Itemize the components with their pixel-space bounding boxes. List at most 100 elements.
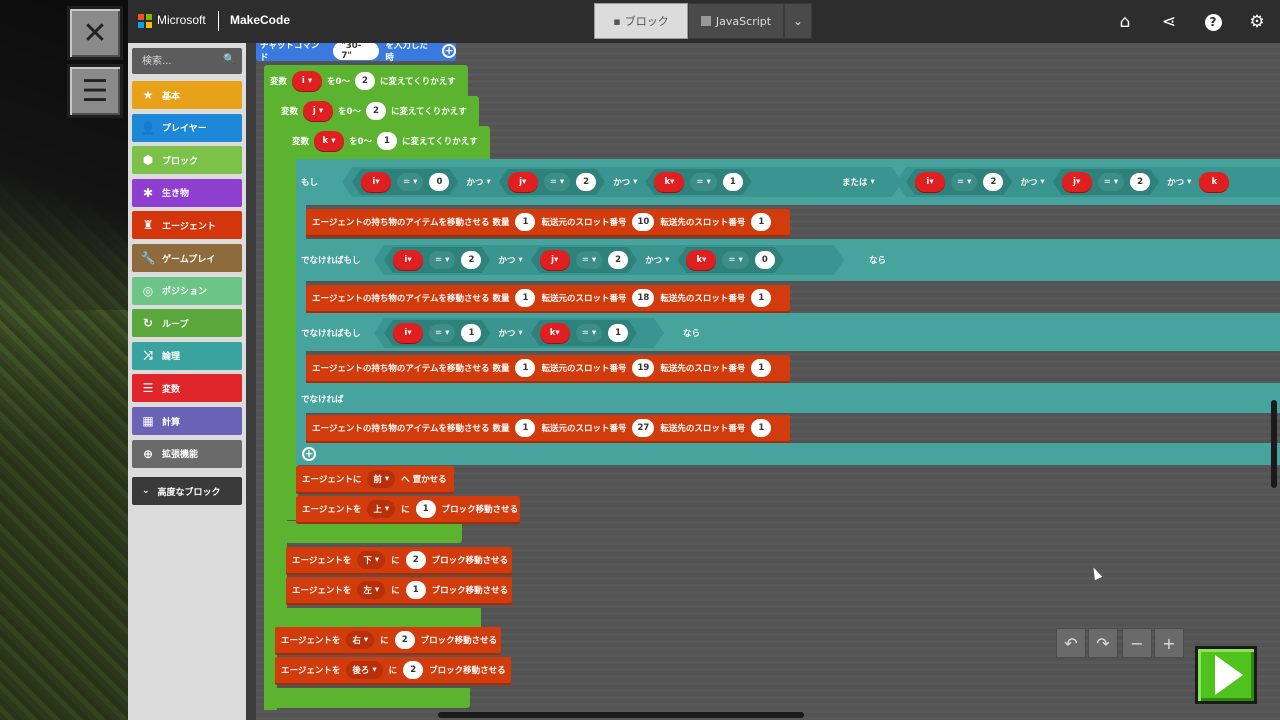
and-operator[interactable]: かつ ▾ bbox=[613, 177, 638, 188]
steps-input[interactable]: 2 bbox=[403, 661, 424, 679]
eq-i-1[interactable]: i▾ = ▾ 1 bbox=[384, 320, 490, 346]
add-branch-icon[interactable]: + bbox=[302, 447, 316, 461]
and-operator[interactable]: かつ ▾ bbox=[498, 328, 523, 339]
and-operator[interactable]: かつ ▾ bbox=[1167, 177, 1192, 188]
help-button[interactable]: ? bbox=[1202, 11, 1224, 33]
qty-input[interactable]: 1 bbox=[515, 289, 536, 307]
var-i-dropdown[interactable]: i▾ bbox=[361, 172, 391, 192]
agent-place-block[interactable]: エージェントに 前 ▾ へ 置かせる bbox=[296, 466, 454, 492]
and-operator[interactable]: かつ ▾ bbox=[466, 177, 491, 188]
from-input[interactable]: 10 bbox=[632, 213, 655, 231]
agent-move-block[interactable]: エージェントを 右 ▾ に 2 ブロック移動させる bbox=[275, 627, 501, 653]
eq-i-0[interactable]: i▾ = ▾ 0 bbox=[352, 169, 458, 195]
settings-button[interactable]: ⚙ bbox=[1246, 11, 1268, 33]
and-operator[interactable]: かつ ▾ bbox=[1020, 177, 1045, 188]
category-agent[interactable]: ♜ エージェント bbox=[132, 211, 242, 240]
advanced-blocks-button[interactable]: ⌄ 高度なブロック bbox=[132, 477, 242, 505]
and-condition[interactable]: i▾ = ▾ 2 かつ ▾ j▾ = ▾ 2 かつ ▾ k▾ = ▾ 0 bbox=[374, 245, 844, 275]
from-input[interactable]: 19 bbox=[632, 359, 655, 377]
category-star[interactable]: ★ 基本 bbox=[132, 81, 242, 109]
horizontal-scrollbar[interactable] bbox=[438, 712, 804, 718]
var-j-dropdown[interactable]: j▾ bbox=[540, 250, 570, 270]
chat-command-input[interactable]: "30-7" bbox=[333, 43, 380, 61]
add-parameter-icon[interactable]: + bbox=[442, 44, 457, 58]
category-shuffle[interactable]: ⤨ 論理 bbox=[132, 341, 242, 370]
to-input[interactable]: 1 bbox=[751, 289, 772, 307]
move-item-block[interactable]: エージェントの持ち物のアイテムを移動させる 数量 1 転送元のスロット番号 18… bbox=[306, 285, 790, 311]
tab-javascript[interactable]: JavaScript bbox=[688, 3, 784, 39]
var-k-dropdown[interactable]: k▾ bbox=[314, 131, 345, 151]
and-operator[interactable]: かつ ▾ bbox=[645, 255, 670, 266]
eq-operator[interactable]: = ▾ bbox=[429, 251, 455, 269]
qty-input[interactable]: 1 bbox=[515, 359, 536, 377]
category-list[interactable]: ☰ 変数 bbox=[132, 374, 242, 403]
eq-operator[interactable]: = ▾ bbox=[429, 324, 455, 342]
steps-input[interactable]: 1 bbox=[415, 500, 436, 518]
steps-input[interactable]: 1 bbox=[405, 581, 426, 599]
var-k-dropdown[interactable]: k bbox=[1199, 172, 1229, 192]
var-i-dropdown[interactable]: i▾ bbox=[393, 323, 423, 343]
undo-button[interactable]: ↶ bbox=[1056, 628, 1086, 658]
var-i-dropdown[interactable]: i▾ bbox=[292, 71, 323, 91]
value-input[interactable]: 2 bbox=[1130, 173, 1150, 191]
chat-command-block[interactable]: チャットコマンド "30-7" を入力した時 + bbox=[256, 43, 457, 63]
direction-dropdown[interactable]: 上 ▾ bbox=[367, 500, 396, 518]
eq-operator[interactable]: = ▾ bbox=[722, 251, 748, 269]
value-input[interactable]: 0 bbox=[429, 173, 449, 191]
steps-input[interactable]: 2 bbox=[394, 631, 415, 649]
eq-k-1[interactable]: k▾ = ▾ 1 bbox=[645, 169, 751, 195]
move-item-block[interactable]: エージェントの持ち物のアイテムを移動させる 数量 1 転送元のスロット番号 19… bbox=[306, 355, 790, 381]
run-button[interactable] bbox=[1195, 646, 1257, 704]
close-editor-button[interactable]: ✕ bbox=[67, 6, 123, 60]
zoom-in-button[interactable]: + bbox=[1154, 628, 1184, 658]
and-condition-2[interactable]: i▾ = ▾ 1 かつ ▾ k▾ = ▾ 1 bbox=[374, 318, 664, 348]
blocks-workspace[interactable]: チャットコマンド "30-7" を入力した時 + 変数 i ▾ を0～ 2 に変え… bbox=[246, 43, 1280, 720]
loop-max-input[interactable]: 1 bbox=[376, 132, 397, 150]
eq-operator[interactable]: = ▾ bbox=[397, 173, 423, 191]
from-input[interactable]: 27 bbox=[632, 419, 655, 437]
category-target[interactable]: ◎ ポジション bbox=[132, 276, 242, 305]
direction-dropdown[interactable]: 右 ▾ bbox=[346, 631, 375, 649]
move-item-block[interactable]: エージェントの持ち物のアイテムを移動させる 数量 1 転送元のスロット番号 27… bbox=[306, 415, 790, 441]
value-input[interactable]: 2 bbox=[983, 173, 1003, 191]
eq-operator[interactable]: = ▾ bbox=[1098, 173, 1124, 191]
zoom-out-button[interactable]: − bbox=[1122, 628, 1152, 658]
redo-button[interactable]: ↷ bbox=[1088, 628, 1118, 658]
category-calculator[interactable]: ▦ 計算 bbox=[132, 407, 242, 435]
qty-input[interactable]: 1 bbox=[515, 213, 536, 231]
to-input[interactable]: 1 bbox=[751, 359, 772, 377]
vertical-scrollbar[interactable] bbox=[1271, 400, 1277, 488]
eq-j-2c[interactable]: j▾ = ▾ 2 bbox=[531, 247, 637, 273]
search-input[interactable] bbox=[132, 48, 222, 74]
from-input[interactable]: 18 bbox=[632, 289, 655, 307]
var-i-dropdown[interactable]: i▾ bbox=[393, 250, 423, 270]
eq-i-2[interactable]: i▾ = ▾ 2 bbox=[906, 169, 1012, 195]
eq-i-2c[interactable]: i▾ = ▾ 2 bbox=[384, 247, 490, 273]
steps-input[interactable]: 2 bbox=[405, 551, 426, 569]
category-paw[interactable]: ✱ 生き物 bbox=[132, 178, 242, 207]
category-wrench[interactable]: 🔧 ゲームプレイ bbox=[132, 244, 242, 272]
qty-input[interactable]: 1 bbox=[515, 419, 536, 437]
loop-max-input[interactable]: 2 bbox=[354, 72, 375, 90]
eq-j-2[interactable]: j▾ = ▾ 2 bbox=[499, 169, 605, 195]
to-input[interactable]: 1 bbox=[751, 213, 772, 231]
or-operator[interactable]: または ▾ bbox=[842, 177, 875, 188]
var-k-dropdown[interactable]: k▾ bbox=[654, 172, 684, 192]
eq-operator[interactable]: = ▾ bbox=[544, 173, 570, 191]
value-input[interactable]: 1 bbox=[723, 173, 743, 191]
value-input[interactable]: 2 bbox=[461, 251, 481, 269]
home-button[interactable]: ⌂ bbox=[1114, 11, 1136, 33]
direction-dropdown[interactable]: 前 ▾ bbox=[367, 470, 396, 488]
move-item-block[interactable]: エージェントの持ち物のアイテムを移動させる 数量 1 転送元のスロット番号 10… bbox=[306, 209, 790, 235]
var-j-dropdown[interactable]: j▾ bbox=[508, 172, 538, 192]
var-i-dropdown[interactable]: i▾ bbox=[915, 172, 945, 192]
agent-move-block[interactable]: エージェントを 後ろ ▾ に 2 ブロック移動させる bbox=[275, 657, 511, 683]
search-icon[interactable]: 🔍 bbox=[223, 54, 236, 65]
agent-move-block[interactable]: エージェントを 下 ▾ に 2 ブロック移動させる bbox=[286, 547, 512, 573]
eq-operator[interactable]: = ▾ bbox=[576, 324, 602, 342]
eq-operator[interactable]: = ▾ bbox=[951, 173, 977, 191]
agent-move-block[interactable]: エージェントを 左 ▾ に 1 ブロック移動させる bbox=[286, 577, 512, 603]
var-k-dropdown[interactable]: k▾ bbox=[540, 323, 570, 343]
eq-operator[interactable]: = ▾ bbox=[690, 173, 716, 191]
value-input[interactable]: 1 bbox=[608, 324, 628, 342]
